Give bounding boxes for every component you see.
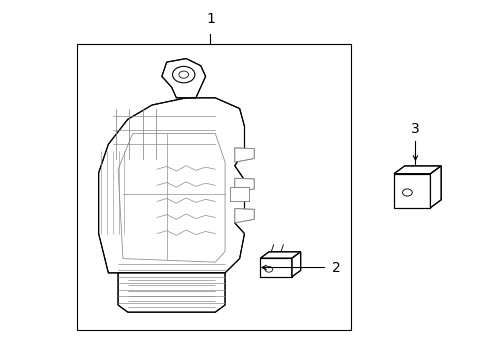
Text: 3: 3 bbox=[410, 122, 419, 135]
Polygon shape bbox=[229, 187, 249, 202]
Polygon shape bbox=[234, 148, 254, 162]
Bar bbox=[77, 44, 351, 330]
Polygon shape bbox=[99, 98, 244, 273]
Polygon shape bbox=[234, 208, 254, 223]
Text: 1: 1 bbox=[205, 12, 214, 26]
Polygon shape bbox=[291, 252, 300, 277]
Polygon shape bbox=[393, 166, 440, 174]
Polygon shape bbox=[429, 166, 440, 208]
Text: 2: 2 bbox=[331, 261, 340, 275]
Polygon shape bbox=[234, 178, 254, 193]
Polygon shape bbox=[162, 59, 205, 98]
Polygon shape bbox=[393, 174, 429, 208]
Polygon shape bbox=[118, 273, 224, 312]
Polygon shape bbox=[260, 258, 291, 277]
Polygon shape bbox=[260, 252, 300, 258]
